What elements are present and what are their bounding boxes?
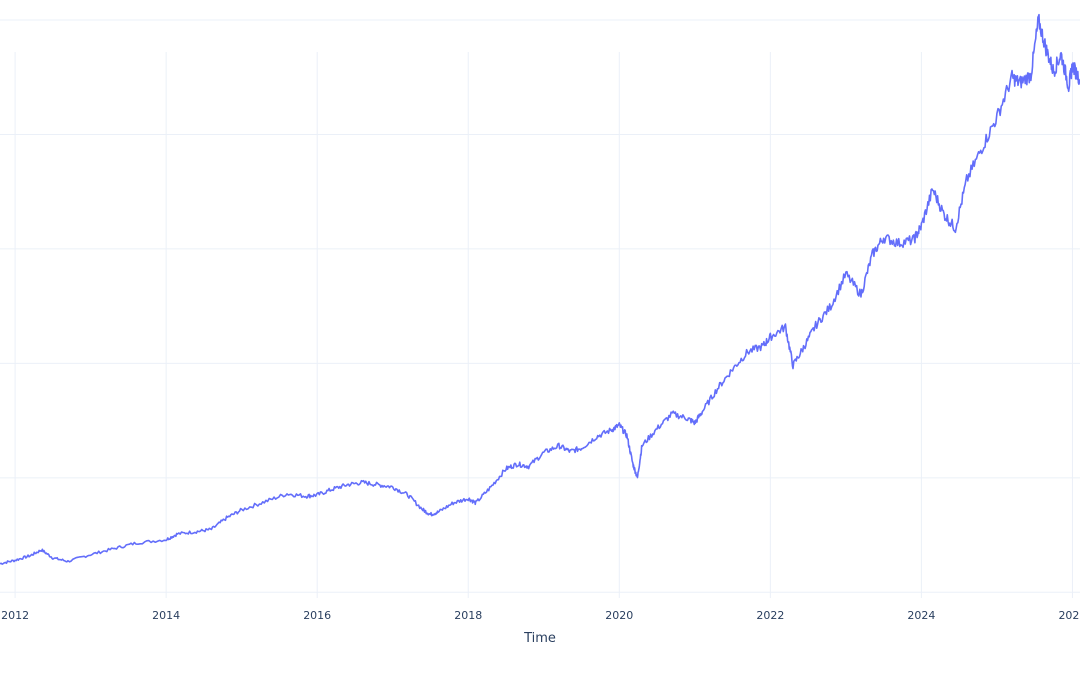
x-axis-ticks: 2012 2014 2016 2018 2020 2022 2024 2026 bbox=[1, 609, 1080, 622]
grid-layer bbox=[0, 19, 1080, 598]
x-tick-label: 2026 bbox=[1058, 609, 1080, 622]
x-tick-label: 2016 bbox=[303, 609, 331, 622]
series-line bbox=[0, 13, 1080, 565]
series-layer bbox=[0, 13, 1080, 565]
x-tick-label: 2022 bbox=[756, 609, 784, 622]
x-tick-label: 2024 bbox=[907, 609, 935, 622]
x-axis-title: Time bbox=[523, 631, 556, 646]
x-tick-label: 2018 bbox=[454, 609, 482, 622]
x-tick-label: 2012 bbox=[1, 609, 29, 622]
x-tick-label: 2014 bbox=[152, 609, 180, 622]
x-tick-label: 2020 bbox=[605, 609, 633, 622]
